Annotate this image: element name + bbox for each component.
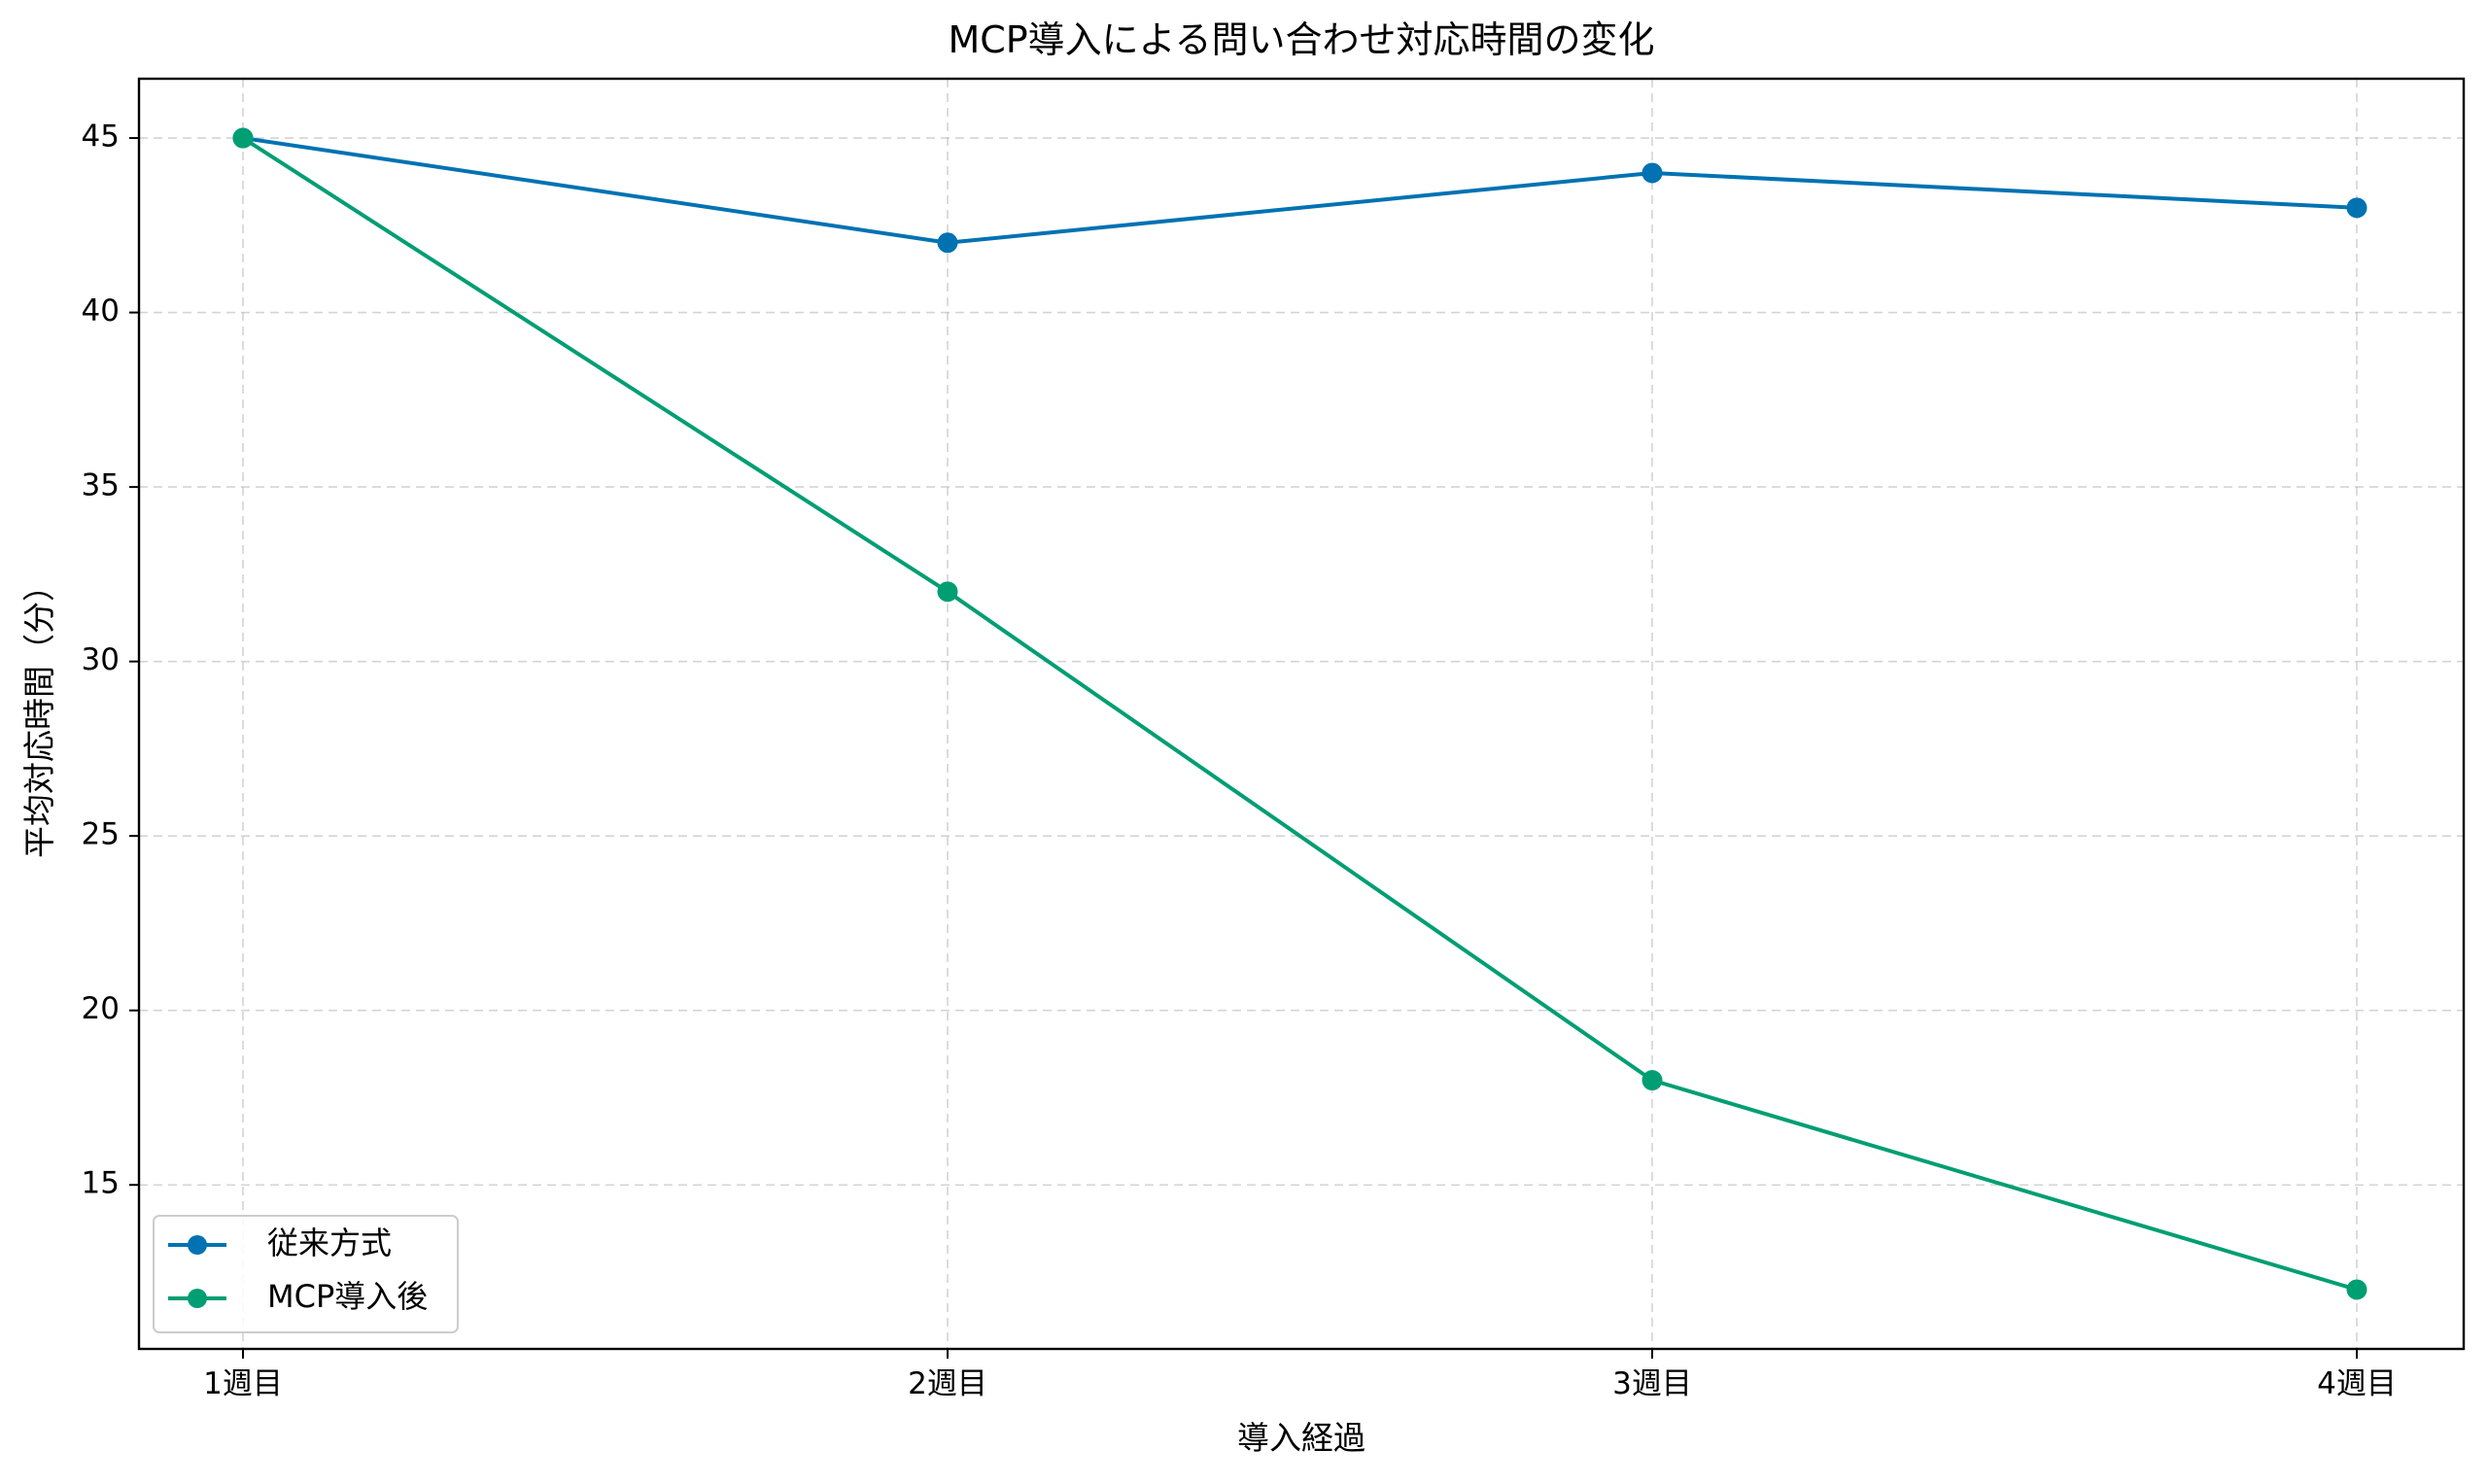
y-tick-label: 15: [82, 1166, 120, 1201]
legend-label: MCP導入後: [267, 1278, 428, 1315]
plot-area-frame: [137, 77, 2466, 1351]
y-axis-title: 平均対応時間（分）: [20, 569, 58, 858]
legend-box: [153, 1215, 459, 1333]
series-2: [232, 127, 2367, 1300]
series-line: [242, 136, 2358, 245]
series-line: [241, 136, 2358, 1292]
data-point: [937, 232, 958, 254]
y-tick-label: 40: [82, 293, 120, 328]
data-point: [1641, 1070, 1663, 1091]
series-layer: [232, 127, 2367, 1300]
chart-title: MCP導入による問い合わせ対応時間の変化: [948, 18, 1654, 61]
x-tick-label: 1週目: [203, 1366, 283, 1401]
x-axis-title: 導入経過: [1237, 1419, 1365, 1457]
y-tick-label: 45: [82, 120, 120, 155]
x-tick-label: 4週目: [2317, 1366, 2397, 1401]
y-tick-label: 20: [82, 991, 120, 1026]
data-point: [2346, 1279, 2367, 1300]
data-point: [937, 581, 958, 603]
y-tick-label: 25: [82, 817, 120, 852]
x-tick-label: 2週目: [908, 1366, 987, 1401]
x-axis: 1週目 2週目 3週目 4週目: [203, 1349, 2397, 1401]
y-tick-label: 35: [82, 468, 120, 503]
legend-label: 従来方式: [267, 1225, 392, 1261]
legend-marker-icon: [188, 1289, 207, 1308]
data-point: [232, 127, 254, 149]
x-tick-label: 3週目: [1612, 1366, 1692, 1401]
y-axis: 15 20 25 30 35 40 45: [82, 120, 139, 1201]
grid-lines: [139, 79, 2464, 1349]
legend-entry-mcp: MCP導入後: [168, 1278, 428, 1315]
legend-entry-conventional: 従来方式: [168, 1225, 392, 1261]
legend: 従来方式 MCP導入後: [153, 1215, 459, 1333]
data-point: [1641, 162, 1663, 184]
legend-marker-icon: [188, 1235, 207, 1255]
data-point: [2346, 197, 2367, 219]
y-tick-label: 30: [82, 642, 120, 677]
